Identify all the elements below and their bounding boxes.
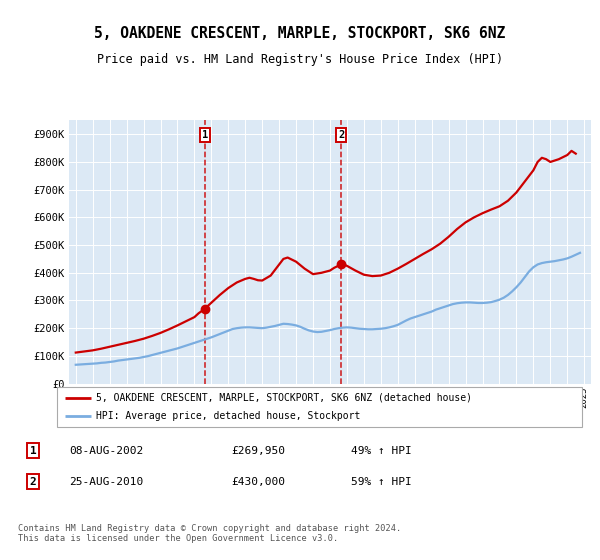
Text: Contains HM Land Registry data © Crown copyright and database right 2024.
This d: Contains HM Land Registry data © Crown c…: [18, 524, 401, 543]
Text: Price paid vs. HM Land Registry's House Price Index (HPI): Price paid vs. HM Land Registry's House …: [97, 53, 503, 67]
Text: 25-AUG-2010: 25-AUG-2010: [69, 477, 143, 487]
FancyBboxPatch shape: [57, 387, 582, 427]
Text: 59% ↑ HPI: 59% ↑ HPI: [351, 477, 412, 487]
Text: HPI: Average price, detached house, Stockport: HPI: Average price, detached house, Stoc…: [97, 412, 361, 421]
Text: 5, OAKDENE CRESCENT, MARPLE, STOCKPORT, SK6 6NZ (detached house): 5, OAKDENE CRESCENT, MARPLE, STOCKPORT, …: [97, 393, 472, 403]
Text: £269,950: £269,950: [231, 446, 285, 456]
Text: 1: 1: [29, 446, 37, 456]
Text: 08-AUG-2002: 08-AUG-2002: [69, 446, 143, 456]
Text: 2: 2: [338, 130, 344, 140]
Text: 1: 1: [202, 130, 208, 140]
Text: £430,000: £430,000: [231, 477, 285, 487]
Text: 5, OAKDENE CRESCENT, MARPLE, STOCKPORT, SK6 6NZ: 5, OAKDENE CRESCENT, MARPLE, STOCKPORT, …: [94, 26, 506, 41]
Text: 2: 2: [29, 477, 37, 487]
Text: 49% ↑ HPI: 49% ↑ HPI: [351, 446, 412, 456]
